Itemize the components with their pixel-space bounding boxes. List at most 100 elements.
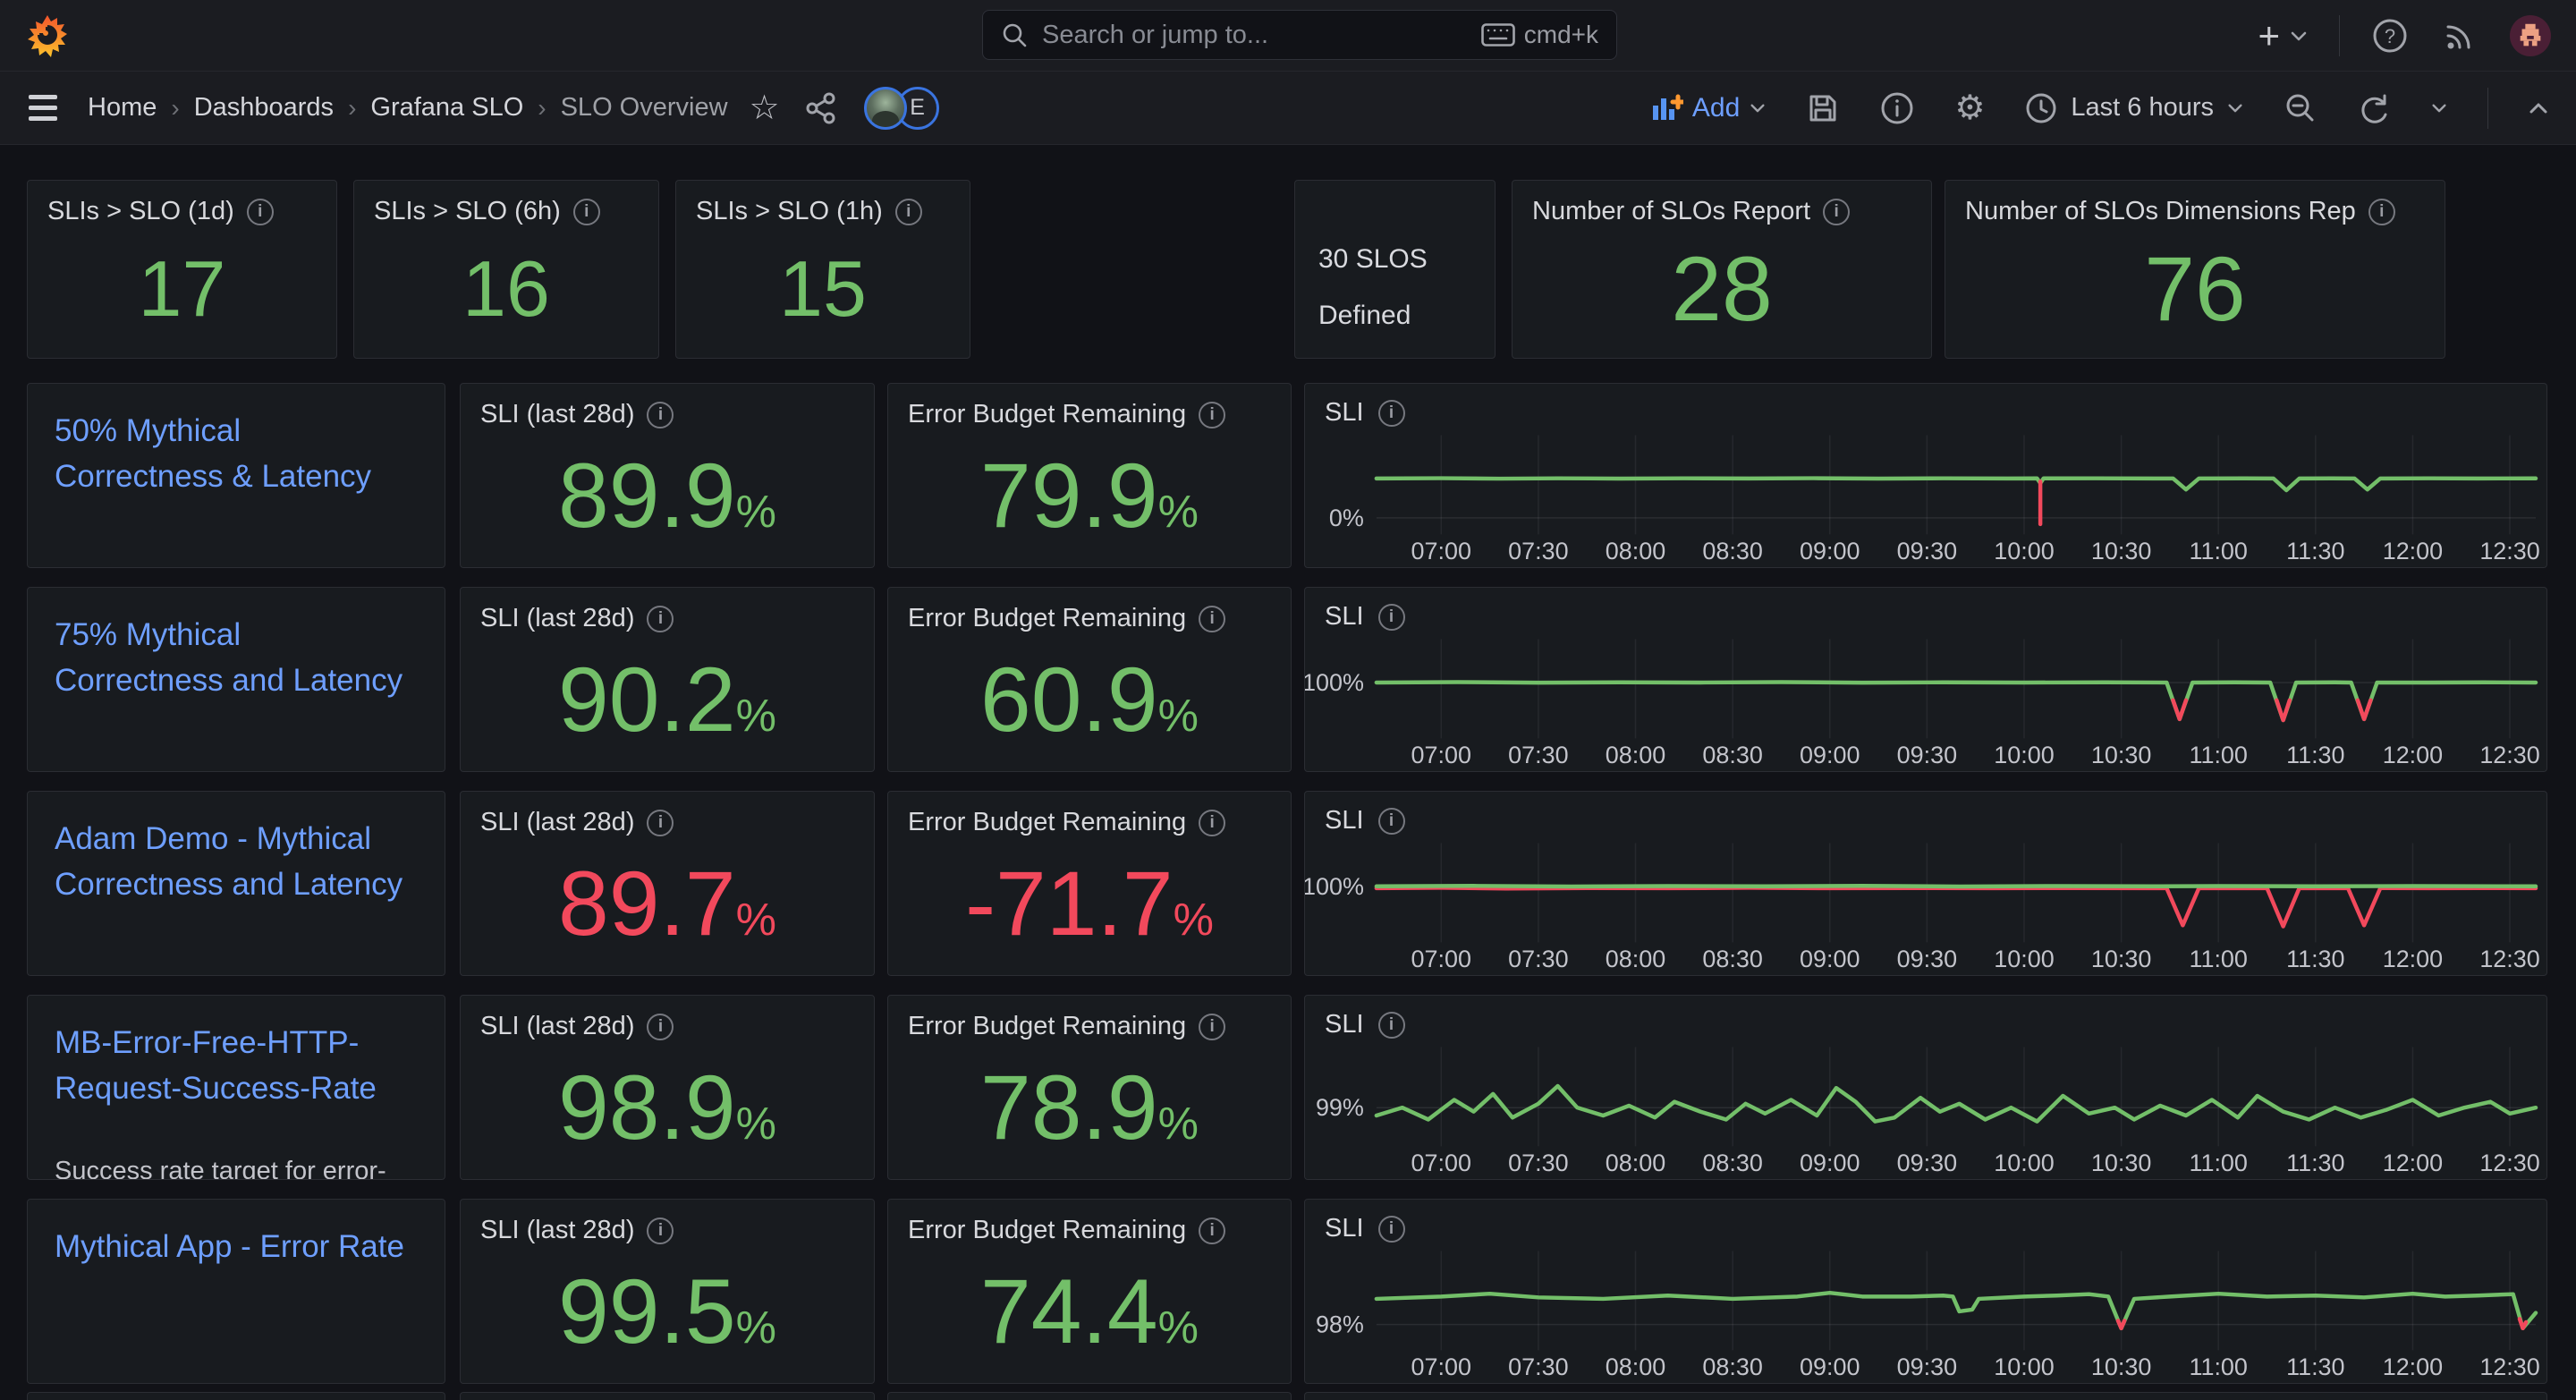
zoom-out-time-icon[interactable]: [2284, 91, 2318, 125]
add-panel-button[interactable]: Add: [1651, 93, 1767, 123]
panel-title[interactable]: Error Budget Remaining: [908, 604, 1186, 633]
sli-time-series-chart[interactable]: 98%07:0007:3008:0008:3009:0009:3010:0010…: [1305, 1200, 2546, 1383]
info-icon[interactable]: i: [1378, 808, 1405, 835]
slo-link[interactable]: Adam Demo - Mythical Correctness and Lat…: [55, 817, 418, 908]
info-icon[interactable]: i: [1199, 402, 1225, 428]
panel-title[interactable]: SLIs > SLO (6h): [374, 197, 561, 226]
panel-title[interactable]: Error Budget Remaining: [908, 1216, 1186, 1245]
user-avatar[interactable]: [2510, 15, 2551, 56]
info-icon[interactable]: i: [647, 606, 674, 632]
stat-value: 16: [462, 250, 550, 328]
dashboard-settings-icon[interactable]: ⚙: [1954, 91, 1985, 125]
panel-partial: [887, 1392, 1292, 1400]
info-icon[interactable]: i: [647, 1218, 674, 1244]
panel-title[interactable]: SLIs > SLO (1d): [47, 197, 234, 226]
grafana-logo[interactable]: [27, 14, 68, 59]
plus-icon: +: [2258, 17, 2280, 55]
news-rss-icon[interactable]: [2440, 16, 2479, 55]
save-dashboard-icon[interactable]: [1806, 91, 1840, 125]
breadcrumb-grafana-slo[interactable]: Grafana SLO: [370, 93, 523, 123]
refresh-interval-chevron-icon[interactable]: [2430, 102, 2448, 114]
refresh-icon[interactable]: [2357, 91, 2391, 125]
breadcrumb-dashboards[interactable]: Dashboards: [194, 93, 334, 123]
add-label: Add: [1692, 93, 1740, 123]
search-placeholder: Search or jump to...: [1042, 21, 1481, 50]
info-icon[interactable]: i: [1199, 1218, 1225, 1244]
sli-time-series-chart[interactable]: 0%07:0007:3008:0008:3009:0009:3010:0010:…: [1305, 384, 2546, 567]
dashboard-toolbar: Home › Dashboards › Grafana SLO › SLO Ov…: [0, 72, 2576, 145]
info-icon[interactable]: i: [247, 199, 274, 225]
panel-error-budget: Error Budget Remaining i 79.9%: [887, 383, 1292, 568]
info-icon[interactable]: i: [1199, 810, 1225, 836]
svg-text:07:30: 07:30: [1508, 1150, 1568, 1176]
help-icon[interactable]: ?: [2370, 16, 2410, 55]
info-icon[interactable]: i: [647, 402, 674, 428]
sli-time-series-chart[interactable]: 100%07:0007:3008:0008:3009:0009:3010:001…: [1305, 588, 2546, 771]
collapse-toolbar-icon[interactable]: [2528, 101, 2549, 115]
sli-time-series-chart[interactable]: 100%07:0007:3008:0008:3009:0009:3010:001…: [1305, 792, 2546, 975]
svg-text:09:30: 09:30: [1897, 946, 1957, 972]
divider: [2487, 88, 2488, 129]
svg-text:12:00: 12:00: [2383, 538, 2443, 564]
panel-title[interactable]: Number of SLOs Dimensions Rep: [1965, 197, 2356, 226]
panel-error-budget: Error Budget Remaining i 74.4%: [887, 1199, 1292, 1384]
panel-title[interactable]: SLI: [1325, 806, 1364, 836]
stat-value: 74.4%: [980, 1266, 1199, 1357]
sli-time-series-chart[interactable]: 99%07:0007:3008:0008:3009:0009:3010:0010…: [1305, 996, 2546, 1179]
panel-title[interactable]: SLI: [1325, 1010, 1364, 1039]
info-icon[interactable]: i: [1823, 199, 1850, 225]
info-icon[interactable]: i: [1378, 400, 1405, 427]
breadcrumb-home[interactable]: Home: [88, 93, 157, 123]
stat-value: 15: [779, 250, 867, 328]
info-icon[interactable]: i: [1378, 1012, 1405, 1039]
info-icon[interactable]: i: [647, 810, 674, 836]
panel-title[interactable]: SLI (last 28d): [480, 1216, 634, 1245]
info-icon[interactable]: i: [1378, 604, 1405, 631]
chevron-down-icon: [2226, 102, 2244, 114]
panel-sli-chart: SLI i 100%07:0007:3008:0008:3009:0009:30…: [1304, 791, 2547, 976]
panel-title[interactable]: SLI: [1325, 1214, 1364, 1243]
viewer-avatar-photo[interactable]: [864, 87, 907, 130]
panel-title[interactable]: SLI (last 28d): [480, 604, 634, 633]
dashboard-insights-icon[interactable]: [1879, 90, 1915, 126]
panel-title[interactable]: SLI: [1325, 602, 1364, 632]
slo-link[interactable]: 50% Mythical Correctness & Latency: [55, 409, 418, 500]
panel-title[interactable]: Number of SLOs Report: [1532, 197, 1810, 226]
menu-icon[interactable]: [29, 95, 57, 121]
panel-title[interactable]: Error Budget Remaining: [908, 808, 1186, 837]
info-icon[interactable]: i: [647, 1014, 674, 1040]
svg-text:11:30: 11:30: [2286, 742, 2344, 768]
info-icon[interactable]: i: [573, 199, 600, 225]
svg-text:07:30: 07:30: [1508, 1353, 1568, 1380]
svg-text:10:30: 10:30: [2091, 1150, 2151, 1176]
panel-title[interactable]: SLI (last 28d): [480, 808, 634, 837]
slo-link[interactable]: MB-Error-Free-HTTP-Request-Success-Rate: [55, 1021, 418, 1112]
time-range-picker[interactable]: Last 6 hours: [2024, 91, 2244, 125]
search-input[interactable]: Search or jump to... cmd+k: [982, 10, 1617, 60]
share-icon[interactable]: [803, 90, 839, 126]
svg-text:10:00: 10:00: [1994, 1150, 2054, 1176]
new-button[interactable]: +: [2258, 17, 2309, 55]
slo-link[interactable]: Mythical App - Error Rate: [55, 1225, 418, 1270]
divider: [2339, 15, 2340, 56]
slo-link[interactable]: 75% Mythical Correctness and Latency: [55, 613, 418, 704]
panel-title[interactable]: SLI: [1325, 398, 1364, 428]
panel-title[interactable]: Error Budget Remaining: [908, 400, 1186, 429]
panel-title[interactable]: SLI (last 28d): [480, 400, 634, 429]
panel-sli-chart: SLI i 0%07:0007:3008:0008:3009:0009:3010…: [1304, 383, 2547, 568]
info-icon[interactable]: i: [1199, 606, 1225, 632]
favorite-star-icon[interactable]: ☆: [750, 91, 780, 125]
panel-title[interactable]: SLIs > SLO (1h): [696, 197, 883, 226]
search-icon: [1001, 21, 1028, 48]
svg-text:99%: 99%: [1316, 1094, 1364, 1121]
info-icon[interactable]: i: [895, 199, 922, 225]
info-icon[interactable]: i: [1199, 1014, 1225, 1040]
svg-text:09:00: 09:00: [1800, 946, 1860, 972]
info-icon[interactable]: i: [2368, 199, 2395, 225]
info-icon[interactable]: i: [1378, 1216, 1405, 1243]
panel-title[interactable]: SLI (last 28d): [480, 1012, 634, 1041]
panel-title[interactable]: Error Budget Remaining: [908, 1012, 1186, 1041]
svg-text:11:30: 11:30: [2286, 946, 2344, 972]
svg-text:08:30: 08:30: [1702, 538, 1762, 564]
panel-sli-chart: SLI i 100%07:0007:3008:0008:3009:0009:30…: [1304, 587, 2547, 772]
